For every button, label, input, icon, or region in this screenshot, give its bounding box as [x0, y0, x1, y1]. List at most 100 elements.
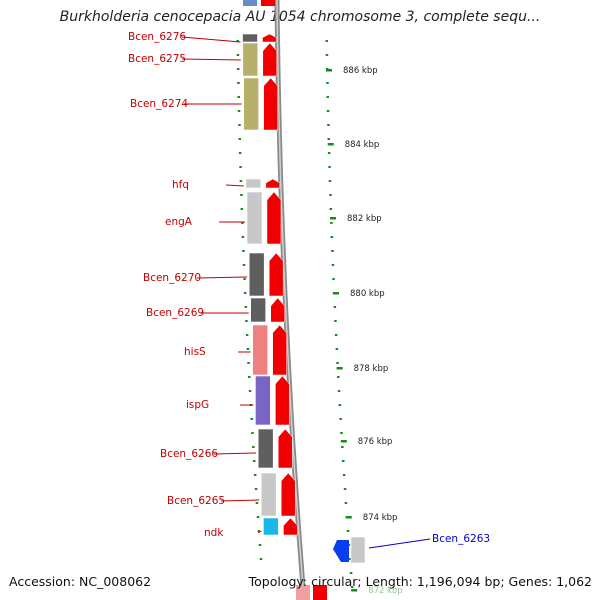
outer-ring-tick — [334, 320, 337, 322]
outer-ring-tick — [341, 446, 344, 448]
gene-label[interactable]: Bcen_6265 — [167, 495, 225, 507]
inner-ring-tick — [252, 446, 255, 448]
gene-category-box[interactable] — [350, 536, 366, 564]
gene-arrow[interactable] — [280, 472, 296, 517]
gene-label[interactable]: hfq — [172, 179, 189, 191]
accession-label: Accession: NC_008062 — [9, 574, 152, 589]
gene-arrow[interactable] — [333, 540, 349, 562]
gene-arrow[interactable] — [272, 324, 287, 376]
gene-arrow[interactable] — [265, 178, 281, 189]
gene-arrow[interactable] — [283, 517, 298, 536]
outer-ring-tick — [331, 250, 334, 252]
inner-ring-tick — [242, 250, 245, 252]
inner-ring-tick — [239, 166, 242, 168]
gene-arrow[interactable] — [266, 191, 282, 245]
inner-ring-tick — [253, 460, 256, 462]
inner-ring-tick — [237, 68, 240, 70]
gene-arrow[interactable] — [268, 252, 284, 297]
inner-ring-tick — [237, 96, 240, 98]
outer-ring-tick — [340, 432, 343, 434]
inner-ring-tick — [236, 40, 239, 42]
inner-ring-tick — [255, 502, 259, 504]
outer-ring-tick — [335, 348, 339, 350]
genome-summary: Topology: circular; Length: 1,196,094 bp… — [248, 574, 592, 589]
outer-ring-tick — [332, 278, 335, 280]
inner-ring-tick — [256, 516, 260, 518]
gene-label[interactable]: Bcen_6263 — [432, 533, 490, 545]
inner-ring-tick — [253, 474, 257, 476]
inner-ring-tick — [238, 152, 242, 154]
gene-category-box[interactable] — [248, 252, 265, 297]
gene-category-box[interactable] — [296, 585, 310, 600]
scale-tick — [340, 440, 347, 443]
outer-ring-tick — [327, 152, 331, 154]
outer-ring-tick — [327, 124, 330, 126]
gene-arrow[interactable] — [277, 428, 293, 469]
gene-label-leader — [220, 499, 260, 502]
scale-label: 876 kbp — [358, 437, 393, 447]
scale-label: 874 kbp — [363, 513, 398, 523]
gene-category-box[interactable] — [255, 375, 271, 426]
gene-category-box[interactable] — [252, 324, 268, 376]
inner-ring-tick — [242, 264, 246, 266]
outer-ring-tick — [339, 418, 342, 420]
gene-label-leader — [213, 452, 257, 455]
gene-arrow[interactable] — [262, 33, 277, 43]
gene-category-box[interactable] — [242, 33, 258, 43]
gene-category-box[interactable] — [242, 42, 259, 77]
gene-label[interactable]: Bcen_6274 — [130, 98, 188, 110]
scale-tick — [336, 367, 343, 370]
inner-ring-tick — [248, 376, 251, 378]
gene-label-leader — [181, 36, 241, 43]
inner-ring-tick — [246, 348, 250, 350]
outer-ring-tick — [333, 306, 337, 308]
scale-tick — [326, 69, 332, 72]
scale-label: 886 kbp — [343, 66, 378, 76]
gene-arrow[interactable] — [261, 0, 275, 6]
gene-arrow[interactable] — [275, 375, 290, 426]
gene-label[interactable]: Bcen_6275 — [128, 53, 186, 65]
outer-ring-tick — [346, 530, 350, 532]
gene-label-leader — [196, 276, 248, 279]
gene-arrow[interactable] — [313, 585, 327, 600]
outer-ring-tick — [348, 558, 352, 560]
inner-ring-tick — [247, 362, 250, 364]
outer-ring-tick — [350, 586, 354, 588]
gene-category-box[interactable] — [257, 428, 274, 469]
gene-label[interactable]: Bcen_6269 — [146, 307, 204, 319]
outer-ring-tick — [342, 460, 345, 462]
outer-ring-tick — [330, 222, 333, 224]
scale-tick — [330, 217, 336, 220]
gene-label[interactable]: Bcen_6270 — [143, 272, 201, 284]
gene-label[interactable]: ndk — [204, 527, 224, 539]
gene-category-box[interactable] — [243, 77, 259, 131]
outer-ring-tick — [337, 390, 341, 392]
chromosome-backbone-highlight — [276, 0, 305, 600]
outer-ring-tick — [337, 376, 340, 378]
gene-arrow[interactable] — [262, 42, 278, 77]
gene-label[interactable]: ispG — [186, 399, 209, 411]
inner-ring-tick — [241, 236, 245, 238]
inner-ring-tick — [248, 390, 252, 392]
gene-category-box[interactable] — [246, 191, 263, 245]
gene-label-leader — [368, 538, 431, 549]
gene-label[interactable]: hisS — [184, 346, 206, 358]
gene-label[interactable]: Bcen_6276 — [128, 31, 186, 43]
outer-ring-tick — [329, 208, 333, 210]
gene-category-box[interactable] — [245, 178, 262, 189]
gene-category-box[interactable] — [250, 297, 266, 323]
gene-category-box[interactable] — [263, 517, 279, 536]
gene-category-box[interactable] — [260, 472, 277, 517]
inner-ring-tick — [254, 488, 258, 490]
gene-category-box[interactable] — [243, 0, 257, 6]
outer-ring-tick — [338, 404, 342, 406]
gene-label[interactable]: engA — [165, 216, 193, 228]
inner-ring-tick — [237, 82, 240, 84]
gene-arrow[interactable] — [270, 297, 285, 323]
inner-ring-tick — [244, 306, 248, 308]
gene-label[interactable]: Bcen_6266 — [160, 448, 218, 460]
inner-ring-tick — [241, 222, 244, 224]
outer-ring-tick — [325, 40, 328, 42]
gene-arrow[interactable] — [263, 77, 278, 131]
